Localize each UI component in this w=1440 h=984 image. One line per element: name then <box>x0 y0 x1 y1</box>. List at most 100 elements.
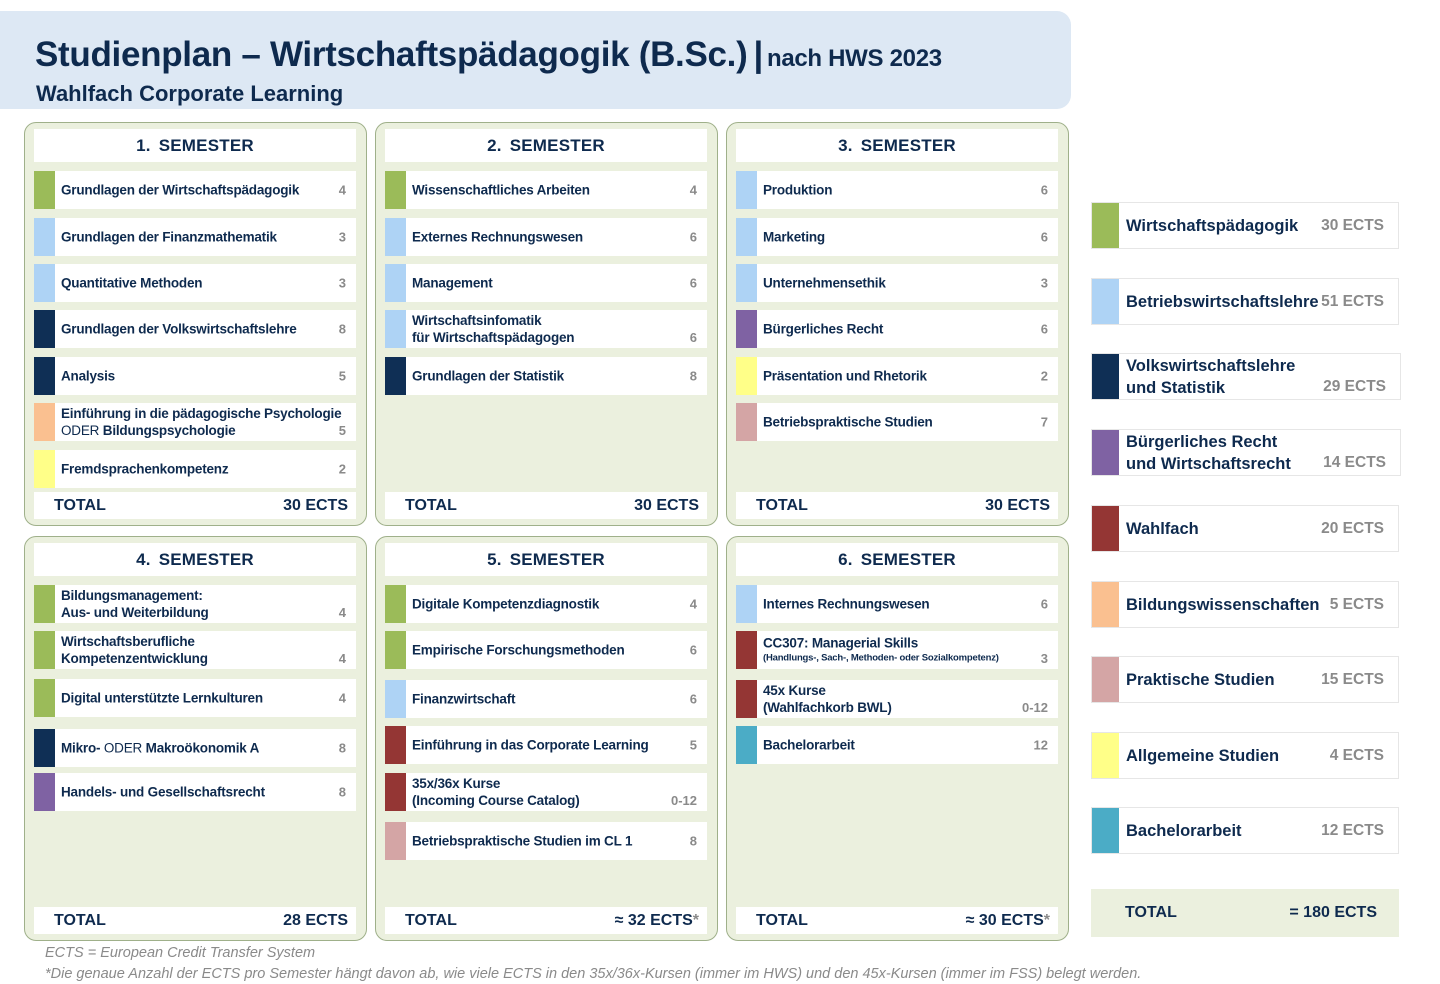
course-name-text: Unternehmensethik <box>763 275 886 291</box>
course-item: Internes Rechnungswesen 6 <box>736 585 1058 623</box>
or-connector: ODER <box>61 423 100 438</box>
course-name: 45x Kurse (Wahlfachkorb BWL) <box>763 682 892 716</box>
semester-total: TOTAL ≈ 32 ECTS* <box>385 907 707 934</box>
legend-category-name: Bachelorarbeit <box>1126 820 1242 842</box>
course-name-text: (Wahlfachkorb BWL) <box>763 700 892 715</box>
course-name-line: Externes Rechnungswesen <box>412 230 583 245</box>
course-ects: 3 <box>338 275 346 291</box>
header-banner: Studienplan – Wirtschaftspädagogik (B.Sc… <box>0 11 1071 109</box>
semester-label: SEMESTER <box>860 550 956 569</box>
course-ects: 3 <box>1040 275 1048 291</box>
semester-1: 1. SEMESTER Grundlagen der Wirtschaftspäda… <box>24 122 367 526</box>
course-ects: 6 <box>689 229 697 245</box>
legend-item: Betriebswirtschaftslehre 51 ECTS <box>1091 278 1399 325</box>
course-name-text: Management <box>412 275 493 291</box>
course-name-text: CC307: Managerial Skills <box>763 635 919 651</box>
semester-total: TOTAL 28 ECTS <box>34 907 356 934</box>
course-name-text: Wirtschaftsinfomatik <box>412 313 542 328</box>
total-label: TOTAL <box>405 912 457 929</box>
category-color-bar <box>736 726 757 764</box>
course-ects: 8 <box>689 833 697 849</box>
category-color-bar <box>34 631 55 669</box>
course-ects: 0-12 <box>1021 700 1048 715</box>
semester-heading: 5. SEMESTER <box>385 543 707 576</box>
course-ects: 6 <box>1040 229 1048 245</box>
course-name-line: Internes Rechnungswesen <box>763 596 930 612</box>
legend-item: Praktische Studien 15 ECTS <box>1091 656 1399 703</box>
course-name-text: Digitale Kompetenzdiagnostik <box>412 596 600 612</box>
course-item: Grundlagen der Statistik 8 <box>385 357 707 395</box>
semester-2: 2. SEMESTER Wissenschaftliches Arbeiten 4 Ex… <box>375 122 718 526</box>
semester-heading: 3. SEMESTER <box>736 129 1058 162</box>
category-color-bar <box>385 631 406 669</box>
semester-heading: 6. SEMESTER <box>736 543 1058 576</box>
course-ects: 2 <box>338 461 346 477</box>
course-item: Produktion 6 <box>736 171 1058 209</box>
total-value-text: 30 ECTS <box>634 497 699 514</box>
course-ects: 4 <box>689 182 697 198</box>
course-name-line: Marketing <box>763 230 825 245</box>
course-item: Grundlagen der Wirtschaftspädagogik 4 <box>34 171 356 209</box>
course-name: Wirtschaftsinfomatik für Wirtschaftspädag… <box>412 312 575 346</box>
course-name: Grundlagen der Wirtschaftspädagogik <box>61 182 299 199</box>
course-item: 45x Kurse (Wahlfachkorb BWL) 0-12 <box>736 680 1058 718</box>
legend-ects: 29 ECTS <box>1323 378 1386 395</box>
course-ects: 4 <box>338 690 346 706</box>
category-color-bar <box>34 773 55 811</box>
total-value: ≈ 32 ECTS* <box>615 907 699 934</box>
course-name-text: Betriebspraktische Studien <box>763 414 933 430</box>
total-value: ≈ 30 ECTS* <box>966 907 1050 934</box>
total-value-text: 28 ECTS <box>283 912 348 929</box>
category-color-bar <box>736 264 757 302</box>
course-item: Fremdsprachenkompetenz 2 <box>34 450 356 488</box>
course-name-line: Management <box>412 276 493 291</box>
course-name-text: Internes Rechnungswesen <box>763 596 930 612</box>
course-ects: 5 <box>338 368 346 384</box>
course-name-text: Grundlagen der Finanzmathematik <box>61 229 277 245</box>
legend-color-swatch <box>1092 657 1119 702</box>
course-name-text: Wirtschaftsberufliche <box>61 634 195 649</box>
category-color-bar <box>736 357 757 395</box>
legend-color-swatch <box>1092 354 1119 399</box>
course-name-text: Marketing <box>763 229 825 245</box>
course-ects: 2 <box>1040 368 1048 384</box>
course-item: Digitale Kompetenzdiagnostik 4 <box>385 585 707 623</box>
course-name: Management <box>412 275 493 292</box>
footnote-marker: * <box>692 912 699 929</box>
course-item: Management 6 <box>385 264 707 302</box>
course-name-line: Produktion <box>763 183 832 198</box>
semester-label: SEMESTER <box>158 136 254 155</box>
course-ects: 3 <box>1040 651 1048 666</box>
course-name-text: Digital unterstützte Lernkulturen <box>61 690 263 706</box>
course-ects: 8 <box>338 784 346 800</box>
category-color-bar <box>736 585 757 623</box>
course-ects: 4 <box>338 605 346 620</box>
semester-total: TOTAL 30 ECTS <box>34 492 356 519</box>
total-value: 30 ECTS <box>985 492 1050 519</box>
course-item: Betriebspraktische Studien 7 <box>736 403 1058 441</box>
legend-color-swatch <box>1092 506 1119 551</box>
category-color-bar <box>736 218 757 256</box>
course-item: Grundlagen der Finanzmathematik 3 <box>34 218 356 256</box>
course-ects: 5 <box>338 423 346 438</box>
page-subtitle: Wahlfach Corporate Learning <box>36 81 344 106</box>
course-item: Betriebspraktische Studien im CL 1 8 <box>385 822 707 860</box>
course-item: Einführung in die pädagogische Psycholog… <box>34 403 356 441</box>
total-label: TOTAL <box>54 912 106 929</box>
legend-item: Bildungswissenschaften 5 ECTS <box>1091 581 1399 628</box>
legend-color-swatch <box>1092 279 1119 324</box>
course-name: Produktion <box>763 182 832 199</box>
category-color-bar <box>34 403 55 441</box>
course-name-line: Grundlagen der Wirtschaftspädagogik <box>61 183 299 198</box>
category-color-bar <box>385 726 406 764</box>
legend-ects: 51 ECTS <box>1321 292 1384 310</box>
course-name-text: Finanzwirtschaft <box>412 691 516 707</box>
category-color-bar <box>736 171 757 209</box>
course-item: Unternehmensethik 3 <box>736 264 1058 302</box>
title-suffix: nach HWS 2023 <box>766 45 942 72</box>
course-ects: 3 <box>338 229 346 245</box>
total-value: 30 ECTS <box>283 492 348 519</box>
category-color-bar <box>34 729 55 767</box>
course-name: Grundlagen der Finanzmathematik <box>61 229 277 246</box>
course-ects: 4 <box>689 596 697 612</box>
